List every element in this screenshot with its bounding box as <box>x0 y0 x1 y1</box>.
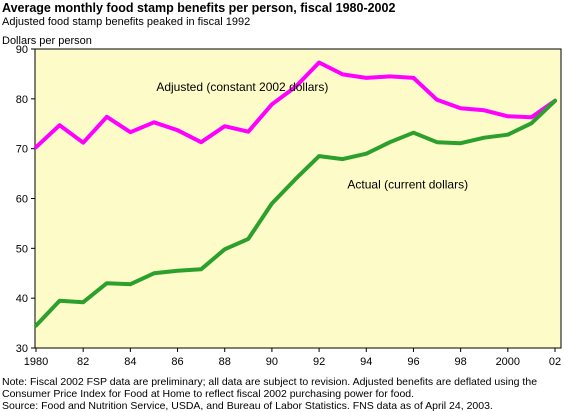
series-annotation-1: Adjusted (constant 2002 dollars) <box>156 80 328 94</box>
x-tick-label: 88 <box>219 356 231 368</box>
series-annotation-2: Actual (current dollars) <box>347 178 468 192</box>
x-tick-label: 90 <box>266 356 278 368</box>
note-line-1: Note: Fiscal 2002 FSP data are prelimina… <box>2 376 538 388</box>
x-tick-label: 92 <box>313 356 325 368</box>
series-lines <box>34 60 557 328</box>
chart-title: Average monthly food stamp benefits per … <box>2 1 396 15</box>
x-tick-label: 2000 <box>496 356 520 368</box>
x-tick-label: 96 <box>407 356 419 368</box>
x-tick-label: 98 <box>455 356 467 368</box>
x-tick-label: 94 <box>360 356 372 368</box>
x-tick-label: 02 <box>549 356 561 368</box>
line-chart: 30 40 50 60 70 80 90 1980 82 84 86 88 90 92 94 96 98 2000… <box>16 44 562 368</box>
axis-ticks: 30 40 50 60 70 80 90 1980 82 84 86 88 90 92 94 96 98 2000… <box>16 44 561 368</box>
x-tick-label: 82 <box>77 356 89 368</box>
note-line-2: Consumer Price Index for Food at Home to… <box>2 388 415 400</box>
y-tick-label: 70 <box>16 144 28 156</box>
x-tick-label: 86 <box>171 356 183 368</box>
y-tick-label: 90 <box>16 44 28 56</box>
y-tick-label: 50 <box>16 243 28 255</box>
x-tick-label: 84 <box>124 356 136 368</box>
series-line-2 <box>34 98 557 328</box>
series-annotations: Adjusted (constant 2002 dollars) Actual (… <box>156 80 468 192</box>
y-tick-label: 30 <box>16 343 28 355</box>
y-tick-label: 40 <box>16 293 28 305</box>
series-line-1 <box>34 60 557 150</box>
y-axis-label: Dollars per person <box>2 35 92 47</box>
chart-subtitle: Adjusted food stamp benefits peaked in f… <box>2 16 251 28</box>
source-line: Source: Food and Nutrition Service, USDA… <box>2 400 493 412</box>
plot-area <box>34 48 562 349</box>
x-tick-label: 1980 <box>24 356 48 368</box>
y-tick-label: 80 <box>16 94 28 106</box>
y-tick-label: 60 <box>16 194 28 206</box>
footnote: Note: Fiscal 2002 FSP data are prelimina… <box>2 376 560 412</box>
